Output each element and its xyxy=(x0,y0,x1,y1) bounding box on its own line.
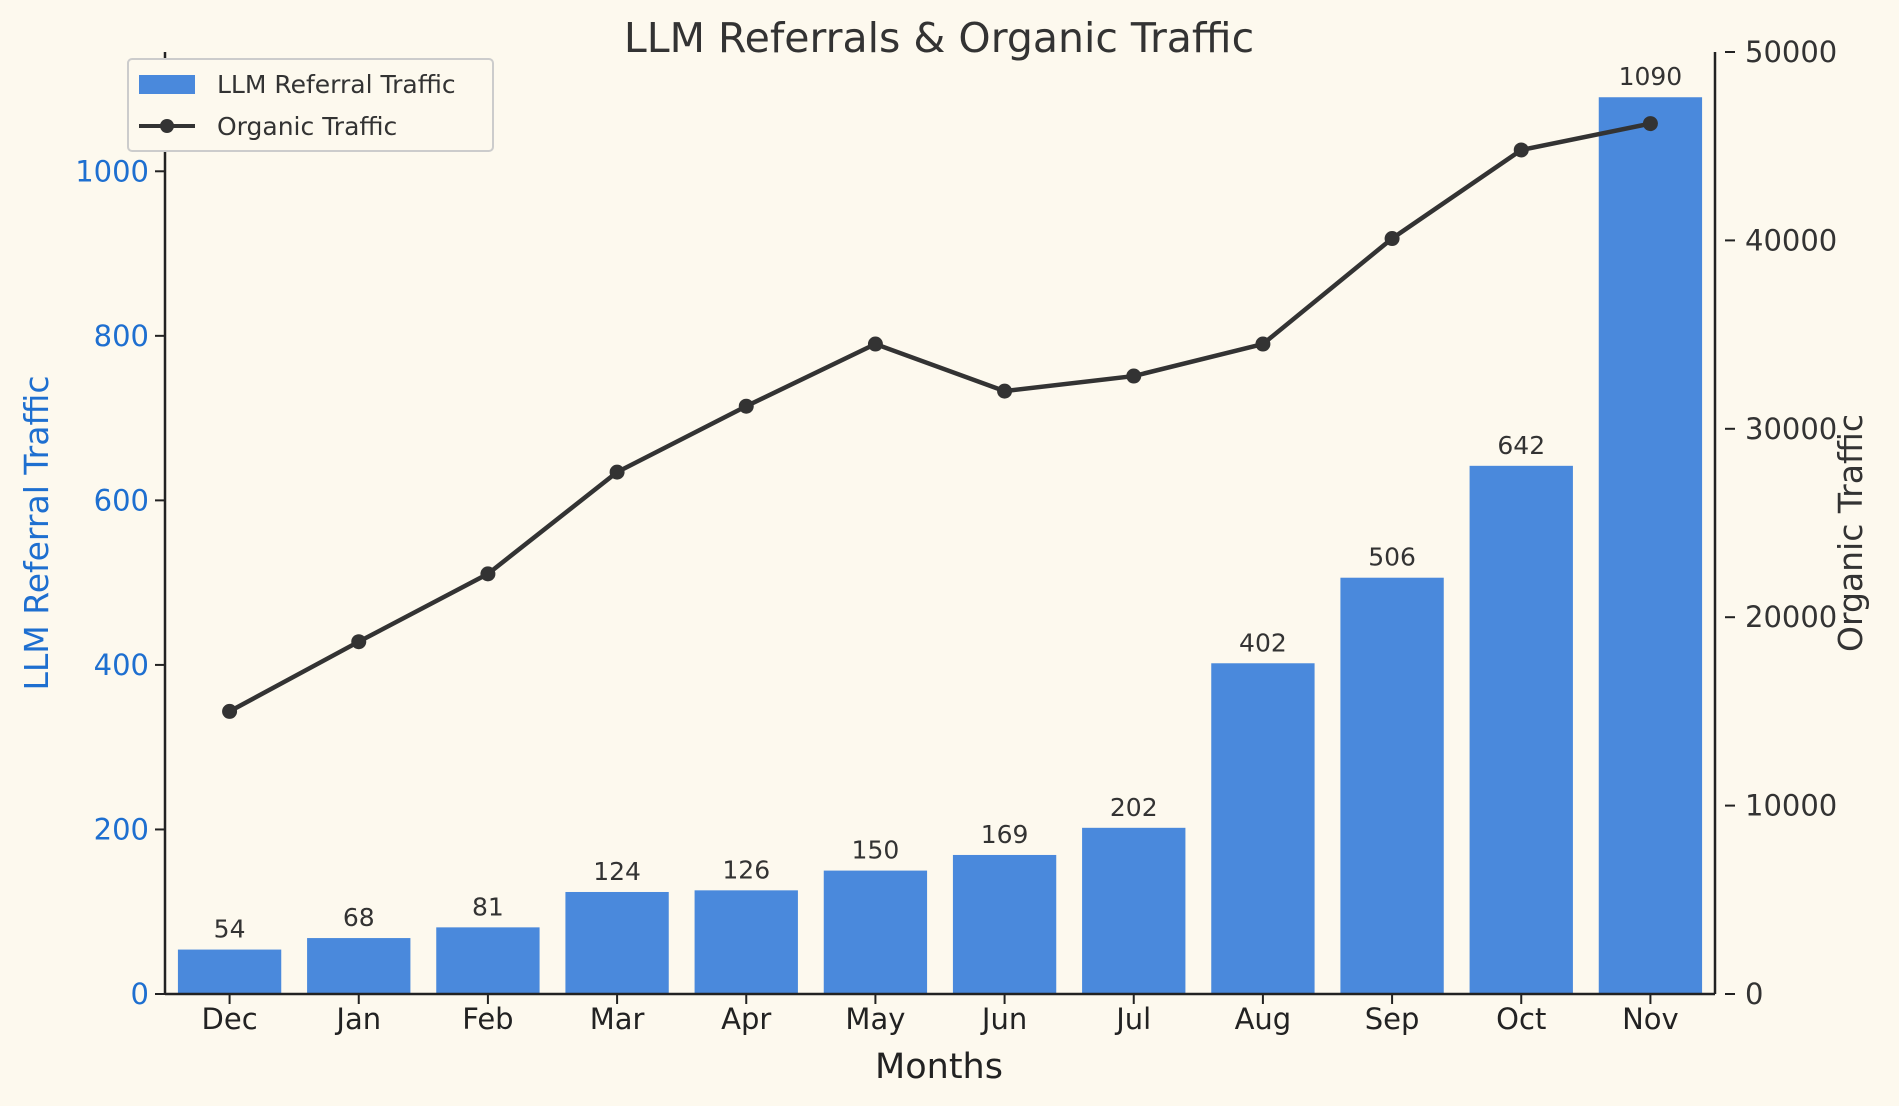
data-label-jun: 169 xyxy=(981,820,1029,849)
legend-marker-organic xyxy=(160,119,174,133)
right-tick-label: 10000 xyxy=(1745,789,1837,823)
x-tick-label-feb: Feb xyxy=(462,1002,513,1036)
bar-feb xyxy=(436,927,540,994)
organic-point-may xyxy=(867,336,883,352)
x-tick-label-mar: Mar xyxy=(590,1002,645,1036)
left-axis-label: LLM Referral Traffic xyxy=(17,376,56,691)
legend-frame xyxy=(127,58,494,152)
organic-traffic-line xyxy=(228,121,1651,714)
left-tick-label: 600 xyxy=(94,483,149,517)
data-label-jan: 68 xyxy=(343,903,375,932)
data-label-may: 150 xyxy=(852,836,900,865)
data-label-dec: 54 xyxy=(214,915,246,944)
right-tick-label: 30000 xyxy=(1745,412,1837,446)
organic-point-dec xyxy=(222,703,238,719)
x-axis-label: Months xyxy=(875,1047,1003,1087)
bar-jul xyxy=(1082,827,1186,994)
organic-point-mar xyxy=(609,464,625,480)
left-tick-label: 200 xyxy=(94,812,149,846)
legend-label-llm-referral: LLM Referral Traffic xyxy=(217,70,456,99)
data-label-feb: 81 xyxy=(472,892,504,921)
right-tick-label: 50000 xyxy=(1745,35,1837,69)
right-tick-label: 40000 xyxy=(1745,223,1837,257)
left-tick-label: 800 xyxy=(94,319,149,353)
bar-may xyxy=(823,870,928,994)
organic-point-nov xyxy=(1642,116,1658,132)
bar-sep xyxy=(1340,577,1444,994)
bar-jan xyxy=(307,938,411,994)
right-tick-label: 20000 xyxy=(1745,600,1837,634)
bar-mar xyxy=(565,891,669,994)
x-tick-label-jul: Jul xyxy=(1114,1002,1151,1036)
bar-dec xyxy=(177,949,282,994)
x-tick-label-sep: Sep xyxy=(1365,1002,1420,1036)
chart-title: LLM Referrals & Organic Traffic xyxy=(624,14,1254,62)
data-label-apr: 126 xyxy=(722,855,770,884)
plot-area: 54 68 81 124 126 150 169 202 402 506 642 1090 0 200 40… xyxy=(75,35,1837,1036)
x-tick-label-oct: Oct xyxy=(1496,1002,1546,1036)
organic-point-sep xyxy=(1384,231,1400,247)
data-label-nov: 1090 xyxy=(1619,62,1683,91)
organic-point-jul xyxy=(1126,368,1142,384)
legend-swatch-llm-referral xyxy=(139,75,195,94)
organic-point-apr xyxy=(738,398,754,414)
left-tick-label: 400 xyxy=(94,648,149,682)
x-tick-label-aug: Aug xyxy=(1235,1002,1292,1036)
organic-point-oct xyxy=(1513,142,1529,158)
x-tick-label-may: May xyxy=(845,1002,905,1036)
right-axis-label: Organic Traffic xyxy=(1831,414,1870,652)
right-tick-label: 0 xyxy=(1745,977,1763,1011)
data-label-aug: 402 xyxy=(1239,628,1287,657)
left-tick-label: 1000 xyxy=(75,154,149,188)
legend-label-organic: Organic Traffic xyxy=(217,112,397,141)
bar-jun xyxy=(952,854,1057,994)
bar-aug xyxy=(1211,663,1315,994)
bar-nov xyxy=(1598,97,1703,995)
organic-point-aug xyxy=(1255,336,1271,352)
organic-point-jan xyxy=(351,634,367,650)
x-tick-label-jan: Jan xyxy=(334,1002,381,1036)
bar-oct xyxy=(1469,465,1573,994)
organic-point-feb xyxy=(480,566,496,582)
x-tick-label-nov: Nov xyxy=(1622,1002,1679,1036)
data-label-oct: 642 xyxy=(1497,431,1545,460)
legend: LLM Referral Traffic Organic Traffic xyxy=(127,58,494,152)
left-tick-label: 0 xyxy=(131,977,149,1011)
data-label-jul: 202 xyxy=(1110,793,1158,822)
x-tick-label-dec: Dec xyxy=(202,1002,258,1036)
x-tick-label-jun: Jun xyxy=(980,1002,1027,1036)
x-tick-label-apr: Apr xyxy=(721,1002,771,1036)
organic-point-jun xyxy=(997,383,1013,399)
data-label-mar: 124 xyxy=(593,857,641,886)
bar-apr xyxy=(694,890,798,994)
data-label-sep: 506 xyxy=(1368,543,1416,572)
